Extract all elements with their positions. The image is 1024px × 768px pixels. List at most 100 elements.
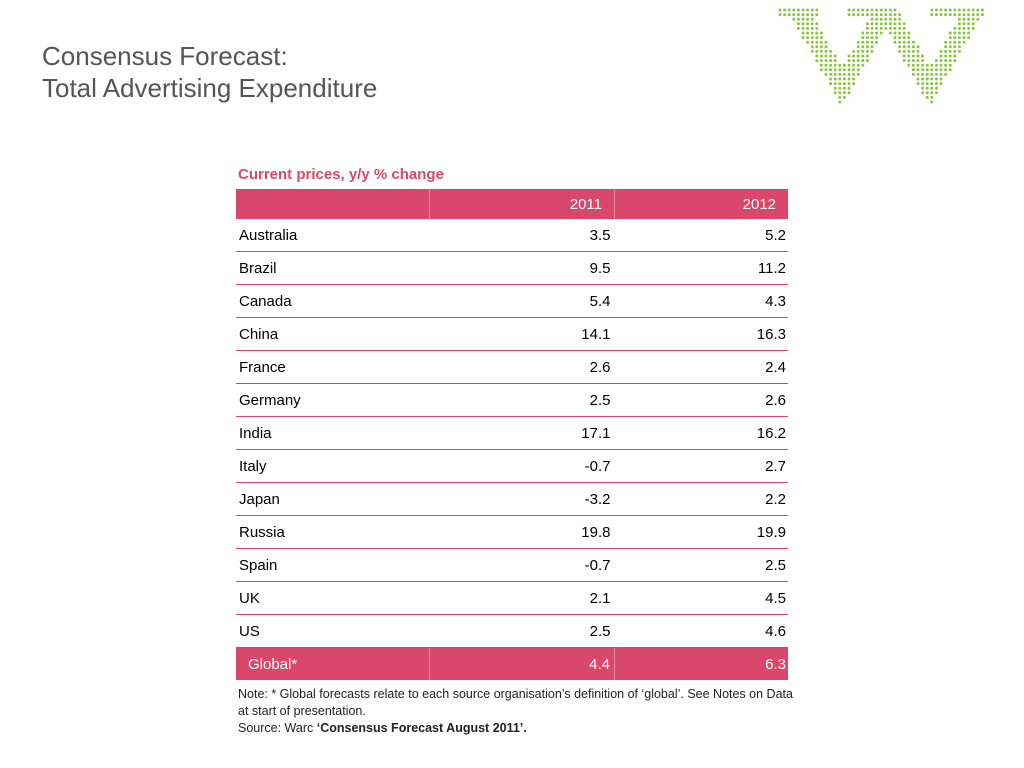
value-2011-cell: 19.8: [429, 515, 615, 549]
logo-dot: [801, 26, 805, 30]
logo-dot: [815, 31, 819, 35]
logo-dot: [971, 8, 975, 12]
logo-dot: [865, 59, 869, 63]
logo-dot: [939, 77, 943, 81]
logo-dot: [907, 31, 911, 35]
logo-dot: [902, 40, 906, 44]
table-row: Russia 19.8 19.9: [236, 515, 788, 549]
logo-dot: [875, 17, 879, 21]
logo-dot: [916, 77, 920, 81]
logo-dot: [838, 95, 842, 99]
logo-dot: [787, 8, 791, 12]
logo-dot: [801, 22, 805, 26]
logo-dot: [893, 13, 897, 17]
logo-dot: [953, 13, 957, 17]
logo-dot: [916, 49, 920, 53]
logo-dot: [939, 59, 943, 63]
value-2012-cell: 5.2: [614, 219, 788, 252]
logo-dot: [838, 63, 842, 67]
value-2012-cell: 16.3: [614, 317, 788, 351]
logo-dot: [819, 45, 823, 49]
logo-dot: [934, 59, 938, 63]
logo-dot: [921, 91, 925, 95]
logo-dot: [815, 26, 819, 30]
logo-dot: [944, 63, 948, 67]
logo-dot: [801, 13, 805, 17]
logo-dot: [847, 68, 851, 72]
logo-dot: [865, 13, 869, 17]
logo-dot: [815, 45, 819, 49]
logo-dot: [925, 86, 929, 90]
column-header-country: [236, 189, 430, 219]
table-row: Germany 2.5 2.6: [236, 383, 788, 417]
logo-dot: [861, 54, 865, 58]
logo-dot: [852, 13, 856, 17]
logo-dot: [893, 36, 897, 40]
logo-dot: [898, 40, 902, 44]
logo-dot: [907, 49, 911, 53]
logo-dot: [944, 54, 948, 58]
logo-dot: [934, 72, 938, 76]
logo-dot: [888, 31, 892, 35]
logo-dot: [953, 59, 957, 63]
logo-dot: [856, 8, 860, 12]
logo-dot: [801, 31, 805, 35]
logo-dot: [824, 40, 828, 44]
logo-dot: [810, 17, 814, 21]
value-2011-cell: 9.5: [429, 251, 615, 285]
logo-dot: [792, 17, 796, 21]
logo-dot: [953, 26, 957, 30]
logo-dot: [898, 36, 902, 40]
logo-dot: [861, 13, 865, 17]
logo-dot: [957, 13, 961, 17]
logo-dot: [833, 77, 837, 81]
logo-dot: [847, 82, 851, 86]
logo-dot: [856, 40, 860, 44]
logo-dot: [847, 77, 851, 81]
table-row: Japan -3.2 2.2: [236, 482, 788, 516]
logo-dot: [810, 40, 814, 44]
logo-dot: [810, 13, 814, 17]
logo-dot: [925, 63, 929, 67]
source-prefix: Source: Warc: [238, 721, 317, 735]
logo-dot: [916, 63, 920, 67]
logo-dot: [861, 40, 865, 44]
logo-dot: [870, 17, 874, 21]
logo-dot: [861, 31, 865, 35]
country-cell: US: [236, 614, 430, 648]
logo-dot: [907, 40, 911, 44]
value-2012-cell: 2.5: [614, 548, 788, 582]
logo-dot: [819, 59, 823, 63]
country-cell: India: [236, 416, 430, 450]
table-row: China 14.1 16.3: [236, 317, 788, 351]
logo-dot: [852, 8, 856, 12]
value-2012-cell: 4.6: [614, 614, 788, 648]
logo-dot: [953, 31, 957, 35]
logo-dot: [829, 82, 833, 86]
logo-dot: [948, 13, 952, 17]
logo-dot: [833, 68, 837, 72]
logo-dot: [930, 95, 934, 99]
logo-dot: [911, 59, 915, 63]
logo-dot: [948, 31, 952, 35]
column-header-2012: 2012: [614, 189, 788, 219]
logo-dot: [953, 45, 957, 49]
logo-dot: [792, 13, 796, 17]
logo-dot: [944, 8, 948, 12]
logo-dot: [944, 49, 948, 53]
logo-dot: [911, 45, 915, 49]
logo-dot: [870, 36, 874, 40]
logo-dot: [962, 36, 966, 40]
logo-dot: [930, 86, 934, 90]
logo-dot: [833, 72, 837, 76]
logo-dot: [801, 8, 805, 12]
footnotes: Note: * Global forecasts relate to each …: [238, 686, 798, 737]
logo-dot: [829, 68, 833, 72]
logo-dot: [801, 17, 805, 21]
logo-dot: [957, 36, 961, 40]
logo-dot: [847, 91, 851, 95]
logo-dot: [815, 59, 819, 63]
logo-dot: [948, 36, 952, 40]
logo-dot: [907, 63, 911, 67]
logo-dot: [833, 59, 837, 63]
